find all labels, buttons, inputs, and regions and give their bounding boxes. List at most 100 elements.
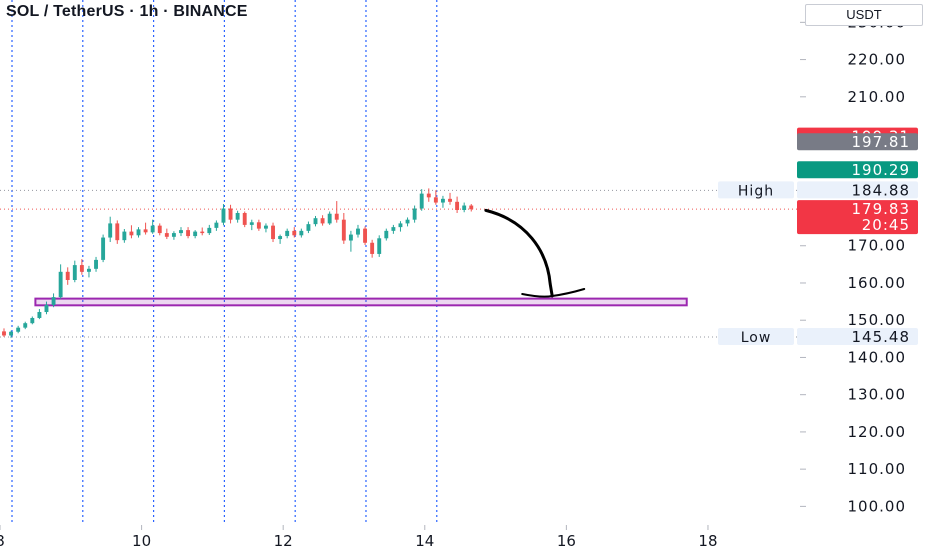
candle-body-8 bbox=[58, 271, 63, 298]
candle-body-50 bbox=[356, 228, 360, 235]
candle-body-21 bbox=[150, 225, 155, 233]
candle-body-35 bbox=[249, 222, 254, 225]
forecast-arrow-head bbox=[521, 288, 586, 298]
candle-body-30 bbox=[214, 222, 219, 228]
x-tick-label: 18 bbox=[698, 532, 717, 550]
chart-title: SOL / TetherUS · 1h · BINANCE bbox=[6, 3, 248, 20]
candle-body-37 bbox=[264, 225, 268, 229]
candle-body-5 bbox=[37, 312, 42, 318]
support-zone bbox=[34, 297, 688, 307]
x-tick-label: 10 bbox=[132, 532, 151, 550]
candle-body-12 bbox=[87, 268, 91, 272]
price-label-value: 179.83 bbox=[852, 200, 911, 218]
candle-body-32 bbox=[228, 208, 233, 220]
candle-body-57 bbox=[405, 219, 410, 224]
vertical-marker-lines bbox=[11, 0, 438, 525]
price-axis: 100.00 110.00 120.00 130.00 140.00 150.00 160.… bbox=[800, 13, 907, 515]
y-tick-label: 170.00 bbox=[848, 237, 907, 255]
candle-body-43 bbox=[306, 224, 311, 231]
price-label-value: 197.81 bbox=[852, 133, 911, 151]
candle-body-10 bbox=[72, 265, 77, 280]
x-tick-label: 12 bbox=[274, 532, 293, 550]
price-level-lines bbox=[0, 189, 800, 338]
x-tick-label: 8 bbox=[0, 532, 5, 550]
candle-body-47 bbox=[334, 213, 339, 220]
candle-body-14 bbox=[101, 237, 106, 260]
candle-body-41 bbox=[292, 230, 297, 236]
candle-body-51 bbox=[363, 228, 368, 243]
candle-body-56 bbox=[398, 223, 403, 228]
candle-body-62 bbox=[440, 198, 445, 203]
y-tick-label: 160.00 bbox=[848, 274, 907, 292]
price-label-bg-5 bbox=[797, 328, 918, 346]
candle-body-11 bbox=[79, 265, 84, 272]
candle-body-64 bbox=[455, 201, 460, 210]
candle-body-42 bbox=[299, 230, 304, 236]
x-tick-label: 14 bbox=[415, 532, 434, 550]
candle-body-36 bbox=[256, 222, 261, 229]
forecast-arrow-curve bbox=[484, 208, 554, 298]
currency-badge[interactable]: USDT bbox=[805, 4, 923, 26]
price-labels: 199.31197.81190.29184.88High179.8320:451… bbox=[718, 127, 918, 346]
candle-body-23 bbox=[164, 233, 169, 237]
y-tick-label: 100.00 bbox=[848, 497, 907, 515]
price-label-tag-bg-5 bbox=[718, 328, 794, 346]
candle-body-52 bbox=[370, 242, 375, 254]
candle-body-60 bbox=[426, 193, 431, 198]
y-tick-label: 140.00 bbox=[848, 348, 907, 366]
price-label-time: 20:45 bbox=[862, 216, 910, 234]
price-label-value: 184.88 bbox=[852, 181, 911, 199]
candle-body-63 bbox=[448, 198, 452, 202]
y-tick-label: 150.00 bbox=[848, 311, 907, 329]
candle-body-3 bbox=[23, 323, 28, 328]
candle-body-15 bbox=[108, 223, 113, 238]
y-tick-label: 120.00 bbox=[848, 423, 907, 441]
price-label-bg-1 bbox=[797, 133, 918, 151]
price-label-tag: Low bbox=[741, 330, 772, 346]
price-label-bg-2 bbox=[797, 161, 918, 179]
candle-body-16 bbox=[115, 223, 120, 241]
y-tick-label: 220.00 bbox=[848, 51, 907, 69]
price-label-value: 190.29 bbox=[852, 161, 911, 179]
candle-body-48 bbox=[341, 219, 346, 241]
candle-body-40 bbox=[285, 230, 290, 237]
candle-body-4 bbox=[30, 317, 35, 324]
candle-body-1 bbox=[9, 331, 14, 336]
price-label-value: 145.48 bbox=[852, 328, 911, 346]
candle-body-44 bbox=[313, 218, 318, 225]
candle-body-31 bbox=[221, 208, 226, 223]
candle-body-26 bbox=[186, 230, 191, 237]
y-tick-label: 210.00 bbox=[848, 88, 907, 106]
candle-body-22 bbox=[157, 225, 162, 234]
candle-body-55 bbox=[391, 227, 396, 231]
price-label-tag: High bbox=[738, 183, 774, 199]
price-label-tag-bg-3 bbox=[718, 181, 794, 199]
candle-body-54 bbox=[384, 230, 389, 239]
y-tick-label: 130.00 bbox=[848, 386, 907, 404]
candle-body-58 bbox=[412, 208, 417, 220]
candle-body-59 bbox=[419, 193, 424, 209]
candle-body-53 bbox=[377, 238, 382, 254]
time-axis: 8 10 12 14 16 18 bbox=[0, 525, 718, 550]
candle-body-65 bbox=[462, 205, 467, 210]
candle-body-27 bbox=[193, 231, 198, 237]
support-zone-rect bbox=[34, 297, 688, 307]
price-label-bg-3 bbox=[797, 181, 918, 199]
candle-body-20 bbox=[143, 229, 148, 233]
y-tick-label: 110.00 bbox=[848, 460, 907, 478]
candle-body-17 bbox=[122, 231, 127, 241]
candlestick-series bbox=[2, 188, 474, 339]
candle-body-28 bbox=[200, 231, 205, 234]
candle-body-66 bbox=[469, 205, 474, 210]
candle-body-49 bbox=[348, 234, 353, 241]
candle-body-25 bbox=[179, 230, 183, 234]
candle-body-39 bbox=[278, 236, 283, 240]
candle-body-33 bbox=[235, 212, 240, 220]
price-label-bg-4 bbox=[797, 200, 918, 235]
candle-body-46 bbox=[327, 213, 332, 224]
candle-body-29 bbox=[207, 227, 212, 234]
candle-body-0 bbox=[2, 331, 6, 336]
candle-body-19 bbox=[136, 229, 141, 236]
